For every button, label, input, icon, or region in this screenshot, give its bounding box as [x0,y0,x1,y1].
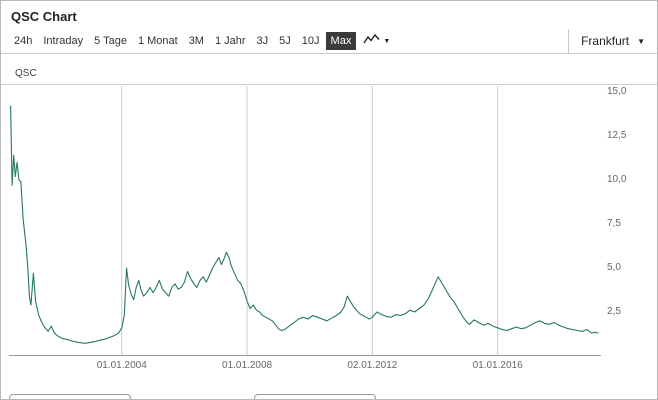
header: QSC Chart [1,1,657,29]
x-axis-tick-label: 01.01.2004 [96,360,147,371]
bottom-button-left[interactable] [9,394,131,399]
y-axis-tick-label: 15,0 [607,85,627,97]
y-axis-tick-label: 5,0 [607,261,621,273]
y-axis-tick-label: 10,0 [607,173,627,185]
x-axis: 01.01.2004 01.01.2008 02.01.2012 01.01.2016 [9,360,601,374]
chevron-down-icon: ▼ [637,36,645,46]
tab-1-monat[interactable]: 1 Monat [137,35,178,47]
exchange-label: Frankfurt [581,34,630,48]
x-axis-tick-label: 01.01.2016 [472,360,523,371]
chart-type-selector[interactable]: ▼ [363,33,391,48]
y-axis-tick-label: 7,5 [607,217,621,229]
exchange-selector[interactable]: Frankfurt ▼ [568,29,657,53]
series-legend-qsc: QSC [15,68,37,79]
tab-5-tage[interactable]: 5 Tage [94,35,127,47]
tab-3j[interactable]: 3J [256,35,269,47]
tab-3m[interactable]: 3M [188,35,204,47]
y-axis: 15,0 12,5 10,0 7,5 5,0 2,5 [607,86,651,356]
tab-10j[interactable]: 10J [301,35,320,47]
tab-5j[interactable]: 5J [279,35,291,47]
tab-intraday[interactable]: Intraday [43,35,84,47]
plot-area [9,86,601,356]
page-title: QSC Chart [11,9,77,24]
bottom-button-center[interactable] [254,394,376,399]
timeframe-toolbar: 24h Intraday 5 Tage 1 Monat 3M 1 Jahr 3J… [1,29,657,54]
legend-row: QSC [1,54,657,85]
tab-1-jahr[interactable]: 1 Jahr [214,35,246,47]
tab-24h[interactable]: 24h [14,35,33,47]
y-axis-tick-label: 12,5 [607,129,627,141]
price-line-chart [9,86,601,356]
tab-max[interactable]: Max [325,32,357,50]
y-axis-tick-label: 2,5 [607,305,621,317]
x-axis-tick-label: 01.01.2008 [222,360,273,371]
x-axis-tick-label: 02.01.2012 [347,360,398,371]
line-chart-icon [363,33,380,48]
chevron-down-icon: ▼ [383,37,391,45]
